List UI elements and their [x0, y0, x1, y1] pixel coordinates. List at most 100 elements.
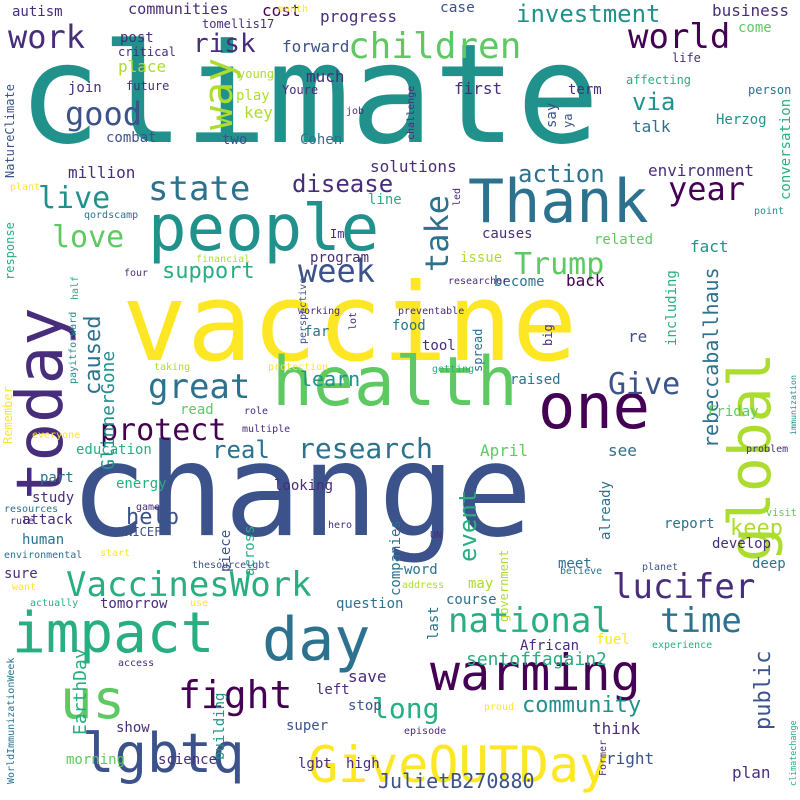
word-across: across: [242, 525, 258, 576]
word-one: one: [538, 370, 650, 443]
word-children: children: [348, 26, 521, 67]
word-post: post: [120, 30, 154, 46]
word-vaccine: vaccine: [122, 261, 577, 386]
word-lgbtq: lgbtq: [82, 722, 245, 785]
word-long: long: [372, 692, 439, 725]
word-glinner-gone: GlinnerGone: [98, 351, 119, 470]
word-spread: spread: [471, 329, 485, 372]
word-save: save: [348, 667, 387, 686]
word-conversation: conversation: [778, 99, 794, 200]
word-point: point: [754, 206, 784, 217]
word-un: UN: [430, 530, 442, 541]
word-education: education: [76, 442, 152, 458]
word-high: high: [346, 756, 380, 772]
word-former: Former: [598, 740, 609, 776]
word-financial: financial: [196, 254, 250, 265]
word-action: action: [518, 160, 605, 188]
word-way: way: [196, 58, 242, 130]
word-protect: protect: [100, 413, 226, 448]
word-show: show: [116, 720, 150, 736]
word-looking: looking: [274, 478, 333, 494]
word-resources: resources: [4, 504, 58, 515]
word-talk: talk: [632, 117, 671, 136]
word-help: help: [126, 505, 179, 530]
word-getting: getting: [432, 364, 474, 375]
word-may: may: [468, 576, 493, 592]
word-already: already: [598, 481, 614, 540]
word-far: far: [304, 324, 329, 340]
word-global: global: [716, 352, 784, 562]
word-world: world: [628, 17, 730, 57]
word-world-immunization-week: WorldImmunizationWeek: [6, 658, 17, 784]
word-research: research: [298, 432, 433, 465]
word-study: study: [32, 490, 74, 506]
word-right: right: [606, 749, 654, 768]
word-environment: environment: [648, 161, 754, 180]
word-food: food: [392, 318, 426, 334]
word-believe: believe: [560, 566, 602, 577]
word-say: say: [544, 103, 560, 128]
word-fuel: fuel: [596, 632, 630, 648]
word-nature-climate: NatureClimate: [3, 84, 17, 178]
word-million: million: [68, 163, 135, 182]
word-first: first: [454, 79, 502, 98]
word-take: take: [418, 195, 456, 272]
word-warming: warming: [430, 644, 641, 702]
word-course: course: [446, 592, 497, 608]
word-year: year: [668, 170, 745, 208]
word-cost: cost: [262, 1, 301, 20]
word-vaccines-work: VaccinesWork: [66, 565, 312, 605]
word-april: April: [480, 441, 528, 460]
word-trump: Trump: [514, 247, 604, 282]
word-companies: companies: [388, 520, 404, 596]
word-multiple: multiple: [242, 424, 290, 435]
word-much: much: [306, 67, 345, 86]
word-science: science: [158, 752, 217, 768]
word-us: us: [60, 668, 125, 731]
word-re: re: [628, 327, 647, 346]
word-disease: disease: [292, 170, 393, 198]
word-health: health: [272, 343, 518, 422]
word-response: response: [3, 222, 17, 280]
word-investment: investment: [516, 0, 661, 28]
word-forward: forward: [282, 37, 349, 56]
word-piece: piece: [218, 530, 234, 572]
word-give: Give: [608, 367, 680, 402]
word-problem: problem: [746, 444, 788, 455]
word-access: access: [118, 658, 154, 669]
word-national: national: [448, 601, 612, 641]
word-good: good: [65, 95, 142, 133]
word-case: case: [440, 0, 475, 16]
word-keep: keep: [730, 516, 783, 541]
word-want: want: [12, 582, 36, 593]
word-environmental: environmental: [4, 550, 82, 561]
word-building: building: [212, 693, 228, 760]
word-give-outday: GiveOUTDay: [308, 736, 609, 794]
word-protection: protection: [268, 362, 328, 373]
word-thesourcelgbt: thesourcelgbt: [192, 560, 270, 571]
word-tool: tool: [422, 338, 456, 354]
word-episode: episode: [404, 726, 446, 737]
word-thank: Thank: [468, 167, 649, 237]
word-change: change: [70, 417, 532, 566]
word-love: love: [52, 220, 124, 255]
word-game: game: [136, 502, 160, 513]
word-report: report: [664, 516, 715, 532]
word-work: work: [8, 18, 85, 56]
word-public: public: [751, 651, 776, 730]
word-attack: attack: [22, 512, 73, 528]
word-fact: fact: [690, 237, 729, 256]
word-combat: combat: [106, 130, 157, 146]
word-rule: rule: [10, 516, 34, 527]
word-big: big: [541, 324, 555, 346]
word-via: via: [632, 88, 675, 116]
word-four: four: [124, 268, 148, 279]
word-taking: taking: [154, 362, 190, 373]
word-causes: causes: [482, 226, 533, 242]
word-critical: critical: [118, 45, 176, 59]
word-start: start: [100, 548, 130, 559]
word-state: state: [148, 169, 250, 209]
word-preventable: preventable: [398, 306, 464, 317]
word-become: become: [494, 274, 545, 290]
word-think: think: [592, 719, 641, 738]
